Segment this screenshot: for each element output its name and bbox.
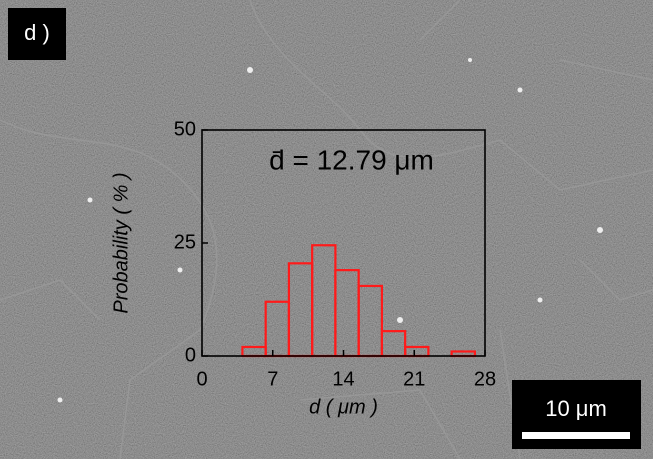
- y-tick-label: 0: [185, 344, 196, 366]
- x-tick-label: 28: [474, 368, 496, 390]
- y-tick-label: 50: [174, 118, 196, 140]
- x-tick-label: 14: [332, 368, 354, 390]
- x-tick-label: 7: [267, 368, 278, 390]
- x-tick-label: 0: [196, 368, 207, 390]
- x-axis-label: d ( μm ): [309, 396, 378, 418]
- panel-label: d ): [24, 20, 50, 45]
- y-axis-label: Probability ( % ): [110, 172, 132, 313]
- page: d ) 10 μm 0 7 14 21 28 0 25 50 d ( μm ) Probabili…: [0, 0, 653, 459]
- scale-bar-label: 10 μm: [545, 396, 607, 421]
- annotation: d̄ = 12.79 μm: [269, 144, 434, 175]
- y-tick-label: 25: [174, 231, 196, 253]
- x-tick-label: 21: [403, 368, 425, 390]
- scale-bar: [522, 432, 630, 439]
